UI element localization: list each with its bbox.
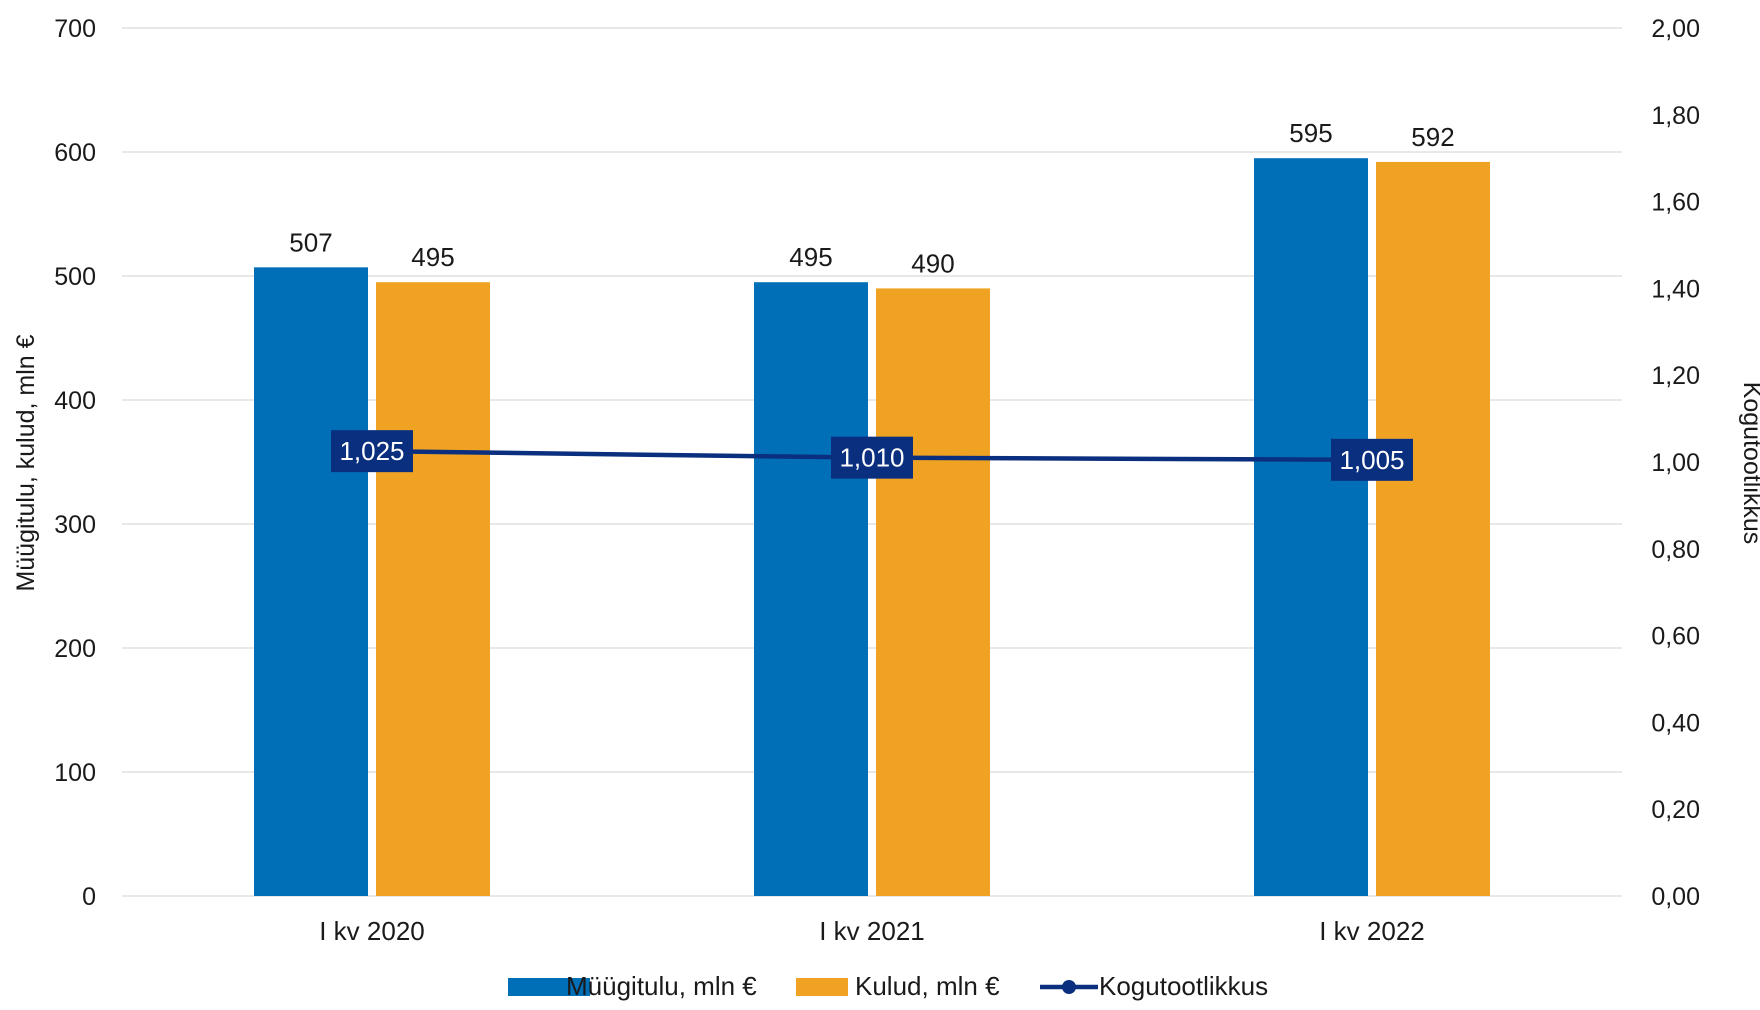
right-axis-ticks: 0,00 0,20 0,40 0,60 0,80 1,00 1,20 1,40 1,60 1,80… xyxy=(1651,15,1700,911)
legend-label: Müügitulu, mln € xyxy=(566,971,757,1001)
y2-tick-label: 0,60 xyxy=(1651,623,1700,651)
y-tick-label: 700 xyxy=(54,15,96,43)
legend: Müügitulu, mln € Kulud, mln € Kogutootlikk… xyxy=(508,971,1268,1001)
line-point-label-box xyxy=(331,430,413,473)
y2-tick-label: 1,20 xyxy=(1651,362,1700,390)
line-point-label: 1,025 xyxy=(339,436,404,466)
y-tick-label: 100 xyxy=(54,759,96,787)
bar-data-label: 592 xyxy=(1411,122,1454,152)
bar xyxy=(876,288,990,896)
line-point-label-box xyxy=(831,436,913,479)
line-point-label: 1,005 xyxy=(1339,445,1404,475)
y-tick-label: 300 xyxy=(54,511,96,539)
y2-tick-label: 1,40 xyxy=(1651,275,1700,303)
category-label: I kv 2021 xyxy=(819,916,925,946)
legend-swatch xyxy=(508,978,590,996)
category-label: I kv 2022 xyxy=(1319,916,1425,946)
y2-tick-label: 1,00 xyxy=(1651,449,1700,477)
y-tick-label: 200 xyxy=(54,635,96,663)
y2-tick-label: 0,20 xyxy=(1651,796,1700,824)
bar xyxy=(1254,158,1368,896)
line-point-label: 1,010 xyxy=(839,443,904,473)
bar xyxy=(376,282,490,896)
y2-tick-label: 0,40 xyxy=(1651,709,1700,737)
y2-tick-label: 0,00 xyxy=(1651,883,1700,911)
y-tick-label: 0 xyxy=(82,883,96,911)
gridlines xyxy=(122,27,1622,897)
y2-tick-label: 1,60 xyxy=(1651,189,1700,217)
y-tick-label: 400 xyxy=(54,387,96,415)
bars xyxy=(254,158,1490,897)
bar-data-label: 490 xyxy=(911,248,954,278)
category-labels: I kv 2020 I kv 2021 I kv 2022 xyxy=(319,916,1425,946)
y-tick-label: 600 xyxy=(54,139,96,167)
right-axis-title: Kogutootlikkus xyxy=(1738,382,1760,545)
bar xyxy=(1376,161,1490,897)
bar-data-label: 507 xyxy=(289,227,332,257)
legend-marker xyxy=(1062,980,1076,994)
category-label: I kv 2020 xyxy=(319,916,425,946)
line-series: 1,025 1,010 1,005 xyxy=(331,430,1413,481)
left-axis-ticks: 0 100 200 300 400 500 600 700 xyxy=(54,15,96,911)
legend-label: Kulud, mln € xyxy=(855,971,1000,1001)
y2-tick-label: 1,80 xyxy=(1651,102,1700,130)
y2-tick-label: 2,00 xyxy=(1651,15,1700,43)
bar xyxy=(254,267,368,896)
legend-label: Kogutootlikkus xyxy=(1099,971,1268,1001)
left-axis-title: Müügitulu, kulud, mln € xyxy=(12,334,40,591)
bar-data-label: 595 xyxy=(1289,118,1332,148)
bar-data-labels: 507 495 495 490 595 592 xyxy=(289,118,1454,278)
legend-swatch xyxy=(796,978,848,996)
y-tick-label: 500 xyxy=(54,263,96,291)
line-point-label-box xyxy=(1331,438,1413,481)
bar-data-label: 495 xyxy=(411,242,454,272)
bar-data-label: 495 xyxy=(789,242,832,272)
y2-tick-label: 0,80 xyxy=(1651,536,1700,564)
bar xyxy=(754,282,868,896)
